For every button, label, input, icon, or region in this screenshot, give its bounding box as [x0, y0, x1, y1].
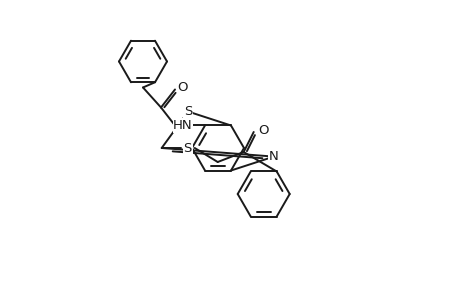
- Text: O: O: [177, 81, 188, 94]
- Text: S: S: [184, 105, 192, 118]
- Text: N: N: [269, 150, 278, 163]
- Text: O: O: [258, 124, 269, 136]
- Text: S: S: [183, 142, 191, 154]
- Text: HN: HN: [173, 119, 192, 132]
